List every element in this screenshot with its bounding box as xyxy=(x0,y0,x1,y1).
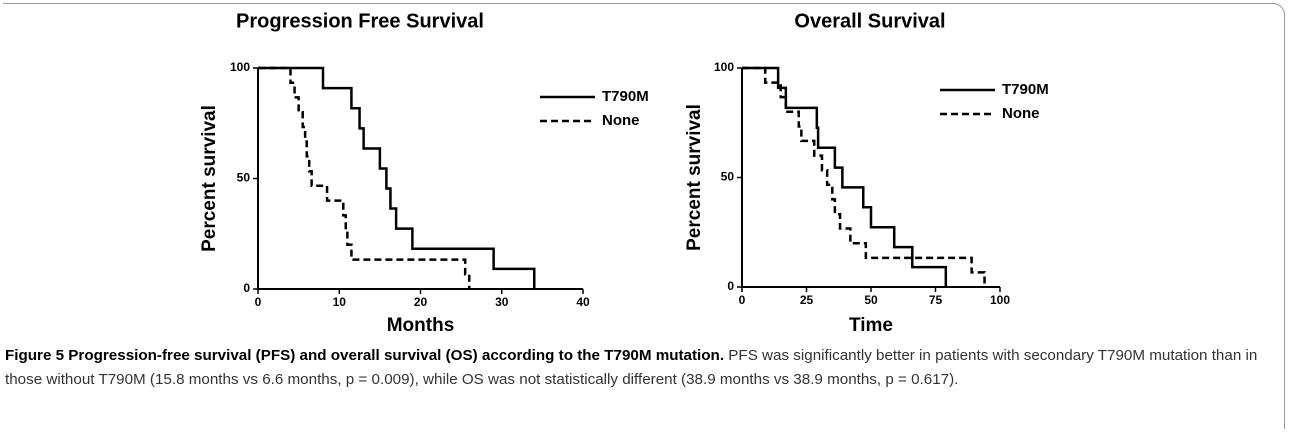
x-axis-label: Months xyxy=(387,315,455,336)
x-tick-label: 30 xyxy=(495,295,509,309)
survival-curve xyxy=(258,66,471,289)
survival-curve xyxy=(742,66,948,287)
y-tick-label: 50 xyxy=(237,171,251,185)
chart-title: Overall Survival xyxy=(794,10,945,32)
legend-label: None xyxy=(1002,105,1040,122)
x-tick-label: 10 xyxy=(333,295,347,309)
x-tick-label: 100 xyxy=(990,293,1010,307)
x-tick-label: 25 xyxy=(800,293,814,307)
x-tick-label: 0 xyxy=(739,293,746,307)
x-tick-label: 50 xyxy=(864,293,878,307)
figure-frame xyxy=(3,3,1285,429)
x-tick-label: 75 xyxy=(929,293,943,307)
legend-label: T790M xyxy=(602,88,649,105)
y-axis-label: Percent survival xyxy=(684,104,705,251)
caption-label: Figure 5 Progression-free survival (PFS)… xyxy=(5,347,725,364)
x-axis-label: Time xyxy=(849,315,893,336)
y-tick-label: 0 xyxy=(727,279,734,293)
caption-text: PFS was significantly better in patients… xyxy=(5,347,1258,388)
legend-label: T790M xyxy=(1002,81,1049,98)
x-tick-label: 40 xyxy=(576,295,590,309)
figure: Progression Free Survival Months Percent s… xyxy=(199,10,1049,336)
x-tick-label: 0 xyxy=(255,295,262,309)
y-tick-label: 100 xyxy=(230,60,250,74)
y-tick-label: 100 xyxy=(714,60,734,74)
survival-curve xyxy=(742,66,986,287)
chart-title: Progression Free Survival xyxy=(236,10,484,32)
legend-label: None xyxy=(602,112,640,129)
y-tick-label: 0 xyxy=(243,281,250,295)
survival-curve xyxy=(258,66,536,289)
x-tick-label: 20 xyxy=(414,295,428,309)
y-axis-label: Percent survival xyxy=(199,105,220,252)
caption: Figure 5 Progression-free survival (PFS)… xyxy=(5,344,1267,392)
y-tick-label: 50 xyxy=(721,170,735,184)
